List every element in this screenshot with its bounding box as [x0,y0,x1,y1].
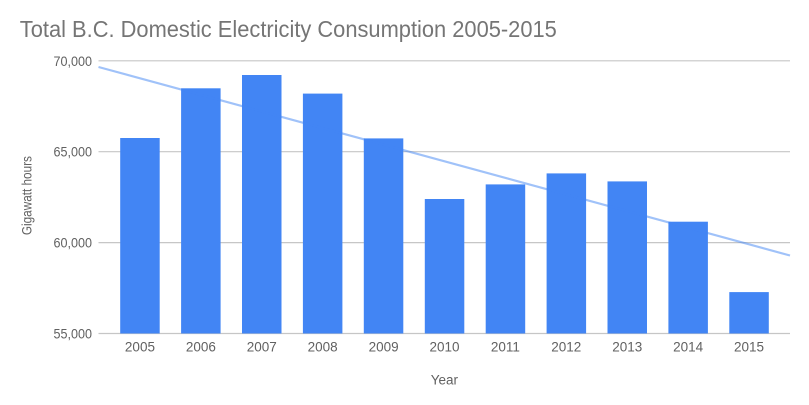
svg-text:60,000: 60,000 [54,235,93,250]
svg-text:2014: 2014 [673,340,704,355]
svg-text:2009: 2009 [369,340,399,355]
svg-text:2013: 2013 [612,340,642,355]
svg-text:2011: 2011 [491,340,520,355]
svg-text:70,000: 70,000 [54,54,93,69]
svg-text:2015: 2015 [734,340,764,355]
svg-text:2007: 2007 [247,340,277,355]
svg-text:2008: 2008 [308,340,338,355]
svg-text:Year: Year [431,372,459,387]
svg-text:Total B.C. Domestic Electricit: Total B.C. Domestic Electricity Consumpt… [20,16,557,42]
svg-text:55,000: 55,000 [54,326,93,341]
svg-text:65,000: 65,000 [54,145,93,160]
svg-text:2005: 2005 [125,340,155,355]
svg-text:2012: 2012 [551,340,581,355]
svg-text:Gigawatt hours: Gigawatt hours [20,156,35,235]
svg-text:2010: 2010 [429,340,459,355]
svg-text:2006: 2006 [186,340,216,355]
